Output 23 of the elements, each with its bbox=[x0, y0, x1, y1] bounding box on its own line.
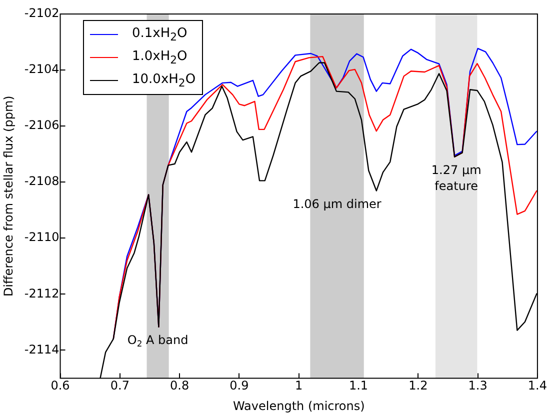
y-tick-label: -2114 bbox=[24, 342, 60, 356]
x-axis-title: Wavelength (microns) bbox=[232, 398, 365, 413]
legend-label: 1.0xH$_{2}$O bbox=[132, 48, 188, 66]
y-tick-label: -2110 bbox=[24, 230, 60, 244]
legend-label: 0.1xH$_{2}$O bbox=[132, 26, 188, 44]
x-tick-label: 1.3 bbox=[468, 378, 488, 393]
x-tick-label: 0.8 bbox=[170, 378, 190, 393]
x-tick-label: 1.4 bbox=[528, 378, 548, 393]
x-tick-label: 1.1 bbox=[348, 378, 368, 393]
y-axis-title: Difference from stellar flux (ppm) bbox=[1, 96, 16, 297]
legend-label: 10.0xH$_{2}$O bbox=[132, 72, 196, 90]
y-tick-label: -2104 bbox=[24, 62, 60, 76]
band-label: 1.27 μm feature bbox=[431, 163, 482, 194]
x-tick-label: 1.2 bbox=[408, 378, 428, 393]
y-tick-label: -2108 bbox=[24, 174, 60, 188]
x-tick-label: 0.6 bbox=[50, 378, 70, 393]
band-label: 1.06 μm dimer bbox=[292, 196, 382, 211]
x-tick-label: 0.7 bbox=[110, 378, 130, 393]
y-tick-label: -2102 bbox=[24, 6, 60, 20]
x-tick-label: 1 bbox=[295, 378, 303, 393]
y-tick-label: -2106 bbox=[24, 118, 60, 132]
x-tick-label: 0.9 bbox=[230, 378, 249, 393]
y-tick-label: -2112 bbox=[24, 286, 60, 300]
